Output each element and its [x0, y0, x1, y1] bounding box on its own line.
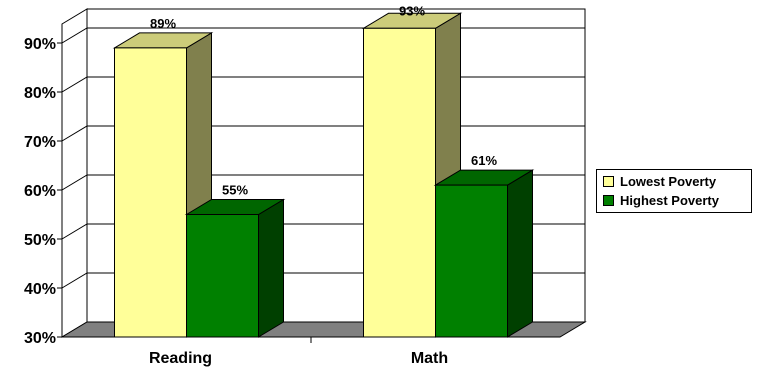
y-tick-label: 90%	[24, 36, 56, 53]
legend: Lowest Poverty Highest Poverty	[596, 169, 752, 213]
y-axis-tick-labels: 30% 40% 50% 60% 70% 80% 90%	[24, 36, 56, 347]
side-wall	[61, 8, 88, 338]
y-tick-label: 40%	[24, 281, 56, 298]
y-tick-label: 50%	[24, 232, 56, 249]
bar-side-highest-poverty-reading	[258, 198, 284, 338]
x-axis-tick-labels: Reading Math	[149, 337, 448, 367]
data-label-highest-poverty-reading: 55%	[222, 183, 248, 198]
y-tick-label: 70%	[24, 134, 56, 151]
x-tick-label-reading: Reading	[149, 350, 212, 367]
bar-highest-poverty-math	[435, 184, 508, 338]
legend-swatch-lowest-poverty	[603, 176, 614, 188]
bar-highest-poverty-reading	[186, 214, 259, 338]
legend-label-highest-poverty: Highest Poverty	[620, 193, 719, 208]
legend-item-highest-poverty: Highest Poverty	[603, 193, 719, 209]
x-tick-label-math: Math	[411, 350, 448, 367]
legend-label-lowest-poverty: Lowest Poverty	[620, 174, 717, 189]
data-label-lowest-poverty-reading: 89%	[150, 16, 176, 31]
bar-lowest-poverty-math	[363, 27, 436, 338]
y-tick-label: 60%	[24, 183, 56, 200]
data-label-lowest-poverty-math: 93%	[399, 3, 425, 18]
legend-swatch-highest-poverty	[603, 195, 614, 207]
bar-side-highest-poverty-math	[507, 169, 533, 338]
legend-item-lowest-poverty: Lowest Poverty	[603, 174, 716, 190]
bar-lowest-poverty-reading	[114, 47, 187, 338]
y-tick-label: 80%	[24, 85, 56, 102]
bars: 89% 55% 93% 61%	[112, 3, 535, 338]
data-label-highest-poverty-math: 61%	[471, 153, 497, 168]
y-tick-label: 30%	[24, 330, 56, 347]
